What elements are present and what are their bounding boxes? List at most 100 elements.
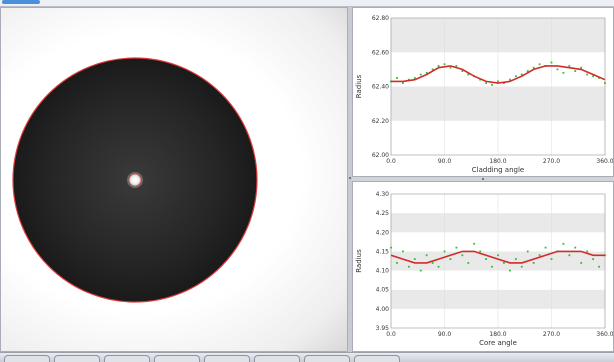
measured-point xyxy=(419,73,422,76)
measured-point xyxy=(580,66,583,69)
core-chart-svg: 3.95 4.00 4.05 4.10 4.15 4.20 4.25 4.30 0.0 90.0 1… xyxy=(355,191,613,347)
fiber-endface-image xyxy=(12,57,258,303)
x-tick-label: 90.0 xyxy=(438,158,452,165)
measured-point xyxy=(443,63,446,66)
measured-point xyxy=(407,78,410,81)
measured-point xyxy=(503,262,505,264)
measured-point xyxy=(497,80,499,83)
cladding-radius-chart: 62.00 62.20 62.40 62.60 62.80 0.0 90.0 180.0 270… xyxy=(352,7,614,177)
measured-point xyxy=(532,66,535,69)
y-tick-label: 3.95 xyxy=(376,325,390,332)
measured-point xyxy=(401,250,404,253)
measured-point xyxy=(514,75,517,78)
measured-point xyxy=(455,246,458,249)
measured-point xyxy=(431,68,434,71)
measured-point xyxy=(473,242,476,245)
measured-point xyxy=(538,254,541,257)
x-tick-label: 180.0 xyxy=(489,331,506,338)
active-tab-indicator[interactable] xyxy=(2,0,40,4)
measured-point xyxy=(396,77,398,79)
y-tick-label: 62.80 xyxy=(372,15,389,22)
y-tick-label: 62.20 xyxy=(372,118,389,125)
measured-point xyxy=(503,82,505,84)
y-tick-label: 4.00 xyxy=(376,306,390,313)
bottom-tab[interactable] xyxy=(304,355,350,362)
y-axis-title: Radius xyxy=(355,74,363,98)
measured-point xyxy=(586,73,589,76)
measured-point xyxy=(449,66,452,69)
core-spot xyxy=(129,174,141,186)
measured-point xyxy=(598,265,600,268)
measured-point xyxy=(461,254,464,257)
x-tick-label: 180.0 xyxy=(489,158,506,165)
x-tick-label: 270.0 xyxy=(543,331,560,338)
measured-point xyxy=(508,78,511,81)
measured-point xyxy=(568,65,571,67)
measured-point xyxy=(568,254,571,257)
measured-point xyxy=(425,254,428,257)
plot-frame xyxy=(390,17,606,156)
x-tick-label: 0.0 xyxy=(386,158,396,165)
x-tick-label: 360.0 xyxy=(596,331,613,338)
y-tick-label: 4.15 xyxy=(376,248,390,255)
measured-point xyxy=(574,246,577,249)
measured-point xyxy=(520,73,523,76)
bottom-tab[interactable] xyxy=(254,355,300,362)
measured-point xyxy=(401,82,404,84)
measured-point xyxy=(396,262,398,264)
y-tick-label: 4.05 xyxy=(376,287,390,294)
measured-point xyxy=(508,269,511,272)
y-tick-label: 62.00 xyxy=(372,152,389,159)
measured-point xyxy=(520,265,523,268)
x-tick-label: 0.0 xyxy=(386,331,396,338)
bottom-tab[interactable] xyxy=(104,355,150,362)
bottom-tab[interactable] xyxy=(154,355,200,362)
fit-line xyxy=(390,250,605,264)
core-outline xyxy=(128,173,142,187)
plot-frame xyxy=(390,193,606,329)
bottom-tab[interactable] xyxy=(354,355,400,362)
bottom-tab[interactable] xyxy=(4,355,50,362)
measured-point xyxy=(407,265,410,268)
measured-point xyxy=(580,262,583,264)
x-tick-label: 360.0 xyxy=(596,158,613,165)
measured-point xyxy=(556,68,559,71)
measured-point xyxy=(544,246,547,249)
measured-point xyxy=(526,250,529,253)
x-tick-label: 270.0 xyxy=(543,158,560,165)
x-axis-title: Cladding angle xyxy=(472,166,524,174)
vertical-splitter[interactable] xyxy=(348,7,352,352)
bottom-tab[interactable] xyxy=(204,355,250,362)
measured-point xyxy=(485,82,488,84)
measured-point xyxy=(514,258,517,260)
x-axis-title: Core angle xyxy=(479,339,517,347)
y-tick-label: 4.25 xyxy=(376,210,390,217)
measured-point xyxy=(479,250,482,253)
y-tick-label: 4.10 xyxy=(376,268,390,275)
measured-point xyxy=(592,75,595,78)
measured-point xyxy=(455,65,458,67)
bottom-tab[interactable] xyxy=(54,355,100,362)
measured-point xyxy=(491,265,493,268)
measured-point xyxy=(550,258,553,260)
measured-point xyxy=(419,269,422,272)
measured-point xyxy=(538,63,541,66)
cladding-chart-svg: 62.00 62.20 62.40 62.60 62.80 0.0 90.0 180.0 270… xyxy=(355,15,613,174)
fiber-image-view[interactable] xyxy=(0,7,348,352)
measured-point xyxy=(491,83,493,86)
top-tab-strip xyxy=(0,0,614,7)
measured-point xyxy=(526,70,529,72)
measured-point xyxy=(497,254,499,257)
measured-point xyxy=(467,262,470,264)
horizontal-splitter[interactable] xyxy=(352,177,614,181)
measured-point xyxy=(425,71,428,74)
fit-line xyxy=(391,65,606,84)
y-tick-label: 62.40 xyxy=(372,84,389,91)
measured-point xyxy=(390,246,392,249)
measured-point xyxy=(562,242,565,245)
x-tick-label: 90.0 xyxy=(438,331,452,338)
measured-point xyxy=(437,65,440,67)
measured-point xyxy=(413,77,416,79)
measured-point xyxy=(443,250,446,253)
measured-point xyxy=(461,70,464,72)
